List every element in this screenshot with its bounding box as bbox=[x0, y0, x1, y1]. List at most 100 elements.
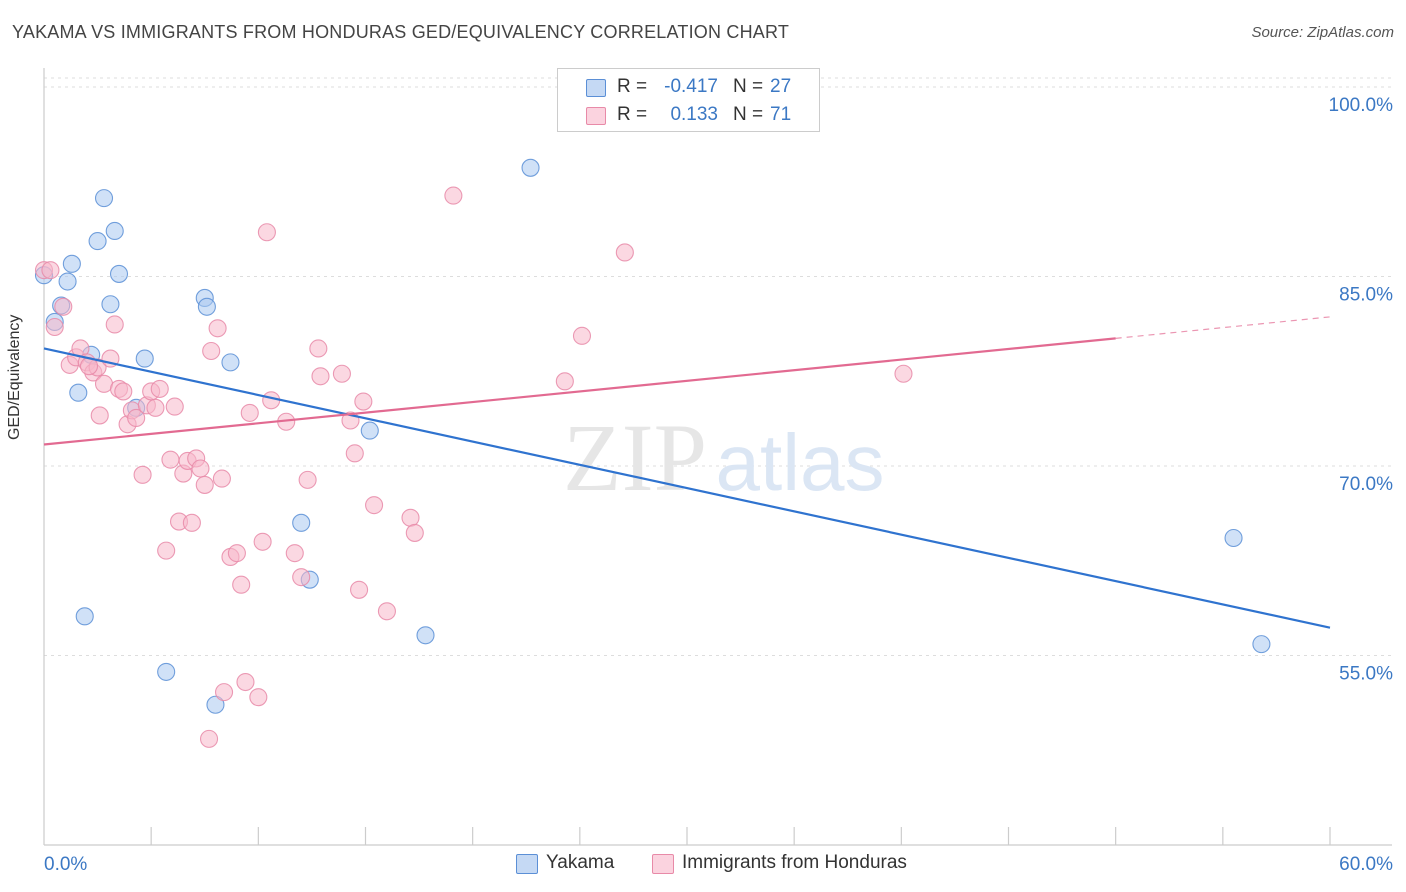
honduras-point bbox=[105, 315, 124, 334]
chart-title: YAKAMA VS IMMIGRANTS FROM HONDURAS GED/E… bbox=[12, 22, 790, 42]
honduras-trend-extension bbox=[1115, 316, 1331, 339]
x-tick-label: 60.0% bbox=[1339, 854, 1393, 875]
yakama-point bbox=[135, 349, 154, 368]
yakama-point bbox=[292, 513, 311, 532]
legend-n-value: 27 bbox=[770, 76, 792, 97]
legend-n-label: N = bbox=[733, 104, 764, 125]
yakama-point bbox=[101, 295, 120, 314]
honduras-point bbox=[332, 364, 351, 383]
legend-row-honduras: R = 0.133 N = 71 bbox=[558, 101, 819, 129]
honduras-point bbox=[157, 541, 176, 560]
honduras-point bbox=[94, 374, 114, 393]
legend-r-label: R = bbox=[617, 104, 648, 125]
yakama-point bbox=[157, 662, 176, 681]
y-tick-label: 100.0% bbox=[1329, 95, 1394, 116]
yakama-trend-line bbox=[43, 347, 1331, 629]
watermark-zip: ZIP bbox=[563, 404, 707, 511]
yakama-point bbox=[94, 189, 114, 208]
yakama-point bbox=[88, 232, 107, 251]
legend-n-label: N = bbox=[733, 76, 764, 97]
legend-swatch-yakama bbox=[516, 854, 538, 874]
honduras-point bbox=[285, 544, 304, 563]
legend-r-label: R = bbox=[617, 76, 648, 97]
watermark-atlas: atlas bbox=[716, 418, 885, 507]
yakama-point bbox=[1252, 635, 1271, 654]
yakama-point bbox=[360, 421, 379, 440]
honduras-point bbox=[212, 469, 231, 488]
honduras-point bbox=[45, 317, 64, 337]
honduras-point bbox=[262, 391, 281, 410]
honduras-point bbox=[292, 568, 311, 587]
yakama-point bbox=[69, 383, 88, 402]
honduras-point bbox=[165, 397, 184, 416]
honduras-point bbox=[199, 729, 219, 748]
honduras-point bbox=[615, 243, 634, 262]
y-tick-label: 85.0% bbox=[1339, 284, 1393, 305]
honduras-point bbox=[249, 688, 268, 707]
yakama-point bbox=[109, 264, 129, 283]
honduras-point bbox=[114, 382, 133, 401]
yakama-point bbox=[221, 353, 240, 372]
honduras-point bbox=[232, 575, 251, 594]
honduras-point bbox=[354, 392, 373, 411]
honduras-point bbox=[377, 602, 396, 621]
yakama-point bbox=[416, 626, 435, 645]
honduras-point bbox=[208, 319, 227, 338]
honduras-point bbox=[572, 326, 592, 345]
honduras-point bbox=[54, 297, 73, 316]
honduras-point bbox=[401, 508, 420, 527]
yakama-point bbox=[58, 272, 77, 291]
honduras-point bbox=[150, 379, 169, 398]
correlation-legend: R = -0.417 N = 27 R = 0.133 N = 71 bbox=[557, 68, 820, 132]
honduras-point bbox=[127, 408, 146, 428]
honduras-point bbox=[90, 406, 109, 425]
y-tick-label: 55.0% bbox=[1339, 663, 1393, 684]
honduras-point bbox=[555, 372, 574, 391]
legend-swatch-yakama bbox=[586, 79, 606, 97]
legend-row-yakama: R = -0.417 N = 27 bbox=[558, 73, 819, 101]
series-legend: Yakama Immigrants from Honduras bbox=[0, 851, 1406, 877]
legend-n-value: 71 bbox=[770, 104, 792, 125]
honduras-point bbox=[298, 470, 317, 489]
yakama-point bbox=[1224, 528, 1243, 548]
honduras-point bbox=[182, 513, 201, 532]
honduras-point bbox=[350, 580, 369, 599]
honduras-point bbox=[345, 444, 364, 463]
honduras-trend-line bbox=[43, 337, 1116, 446]
honduras-point bbox=[195, 475, 214, 494]
honduras-point bbox=[133, 465, 152, 484]
yakama-point bbox=[62, 254, 81, 273]
honduras-point bbox=[191, 459, 210, 478]
honduras-point bbox=[227, 544, 246, 563]
yakama-point bbox=[75, 607, 94, 626]
honduras-point bbox=[309, 339, 328, 358]
yakama-point bbox=[521, 158, 540, 177]
yakama-point bbox=[206, 695, 225, 714]
yakama-point bbox=[197, 297, 216, 316]
yakama-point bbox=[105, 221, 124, 241]
honduras-point bbox=[236, 672, 255, 692]
legend-swatch-honduras bbox=[652, 854, 674, 874]
honduras-point bbox=[202, 341, 221, 361]
honduras-point bbox=[240, 403, 259, 422]
honduras-point bbox=[161, 450, 180, 469]
honduras-point bbox=[146, 398, 165, 417]
honduras-point bbox=[894, 364, 913, 383]
honduras-point bbox=[41, 261, 60, 280]
legend-r-value: -0.417 bbox=[664, 76, 718, 97]
y-tick-label: 70.0% bbox=[1339, 474, 1393, 495]
honduras-point bbox=[444, 186, 463, 205]
source-label: Source: ZipAtlas.com bbox=[1251, 24, 1394, 41]
honduras-point bbox=[214, 683, 234, 702]
legend-label-yakama: Yakama bbox=[546, 852, 615, 873]
honduras-point bbox=[365, 496, 384, 515]
x-tick-label: 0.0% bbox=[44, 854, 87, 875]
legend-label-honduras: Immigrants from Honduras bbox=[682, 852, 907, 873]
legend-r-value: 0.133 bbox=[670, 104, 718, 125]
honduras-point bbox=[257, 223, 276, 242]
honduras-point bbox=[253, 532, 272, 551]
honduras-point bbox=[405, 523, 424, 542]
honduras-point bbox=[311, 367, 330, 386]
legend-swatch-honduras bbox=[586, 107, 606, 125]
